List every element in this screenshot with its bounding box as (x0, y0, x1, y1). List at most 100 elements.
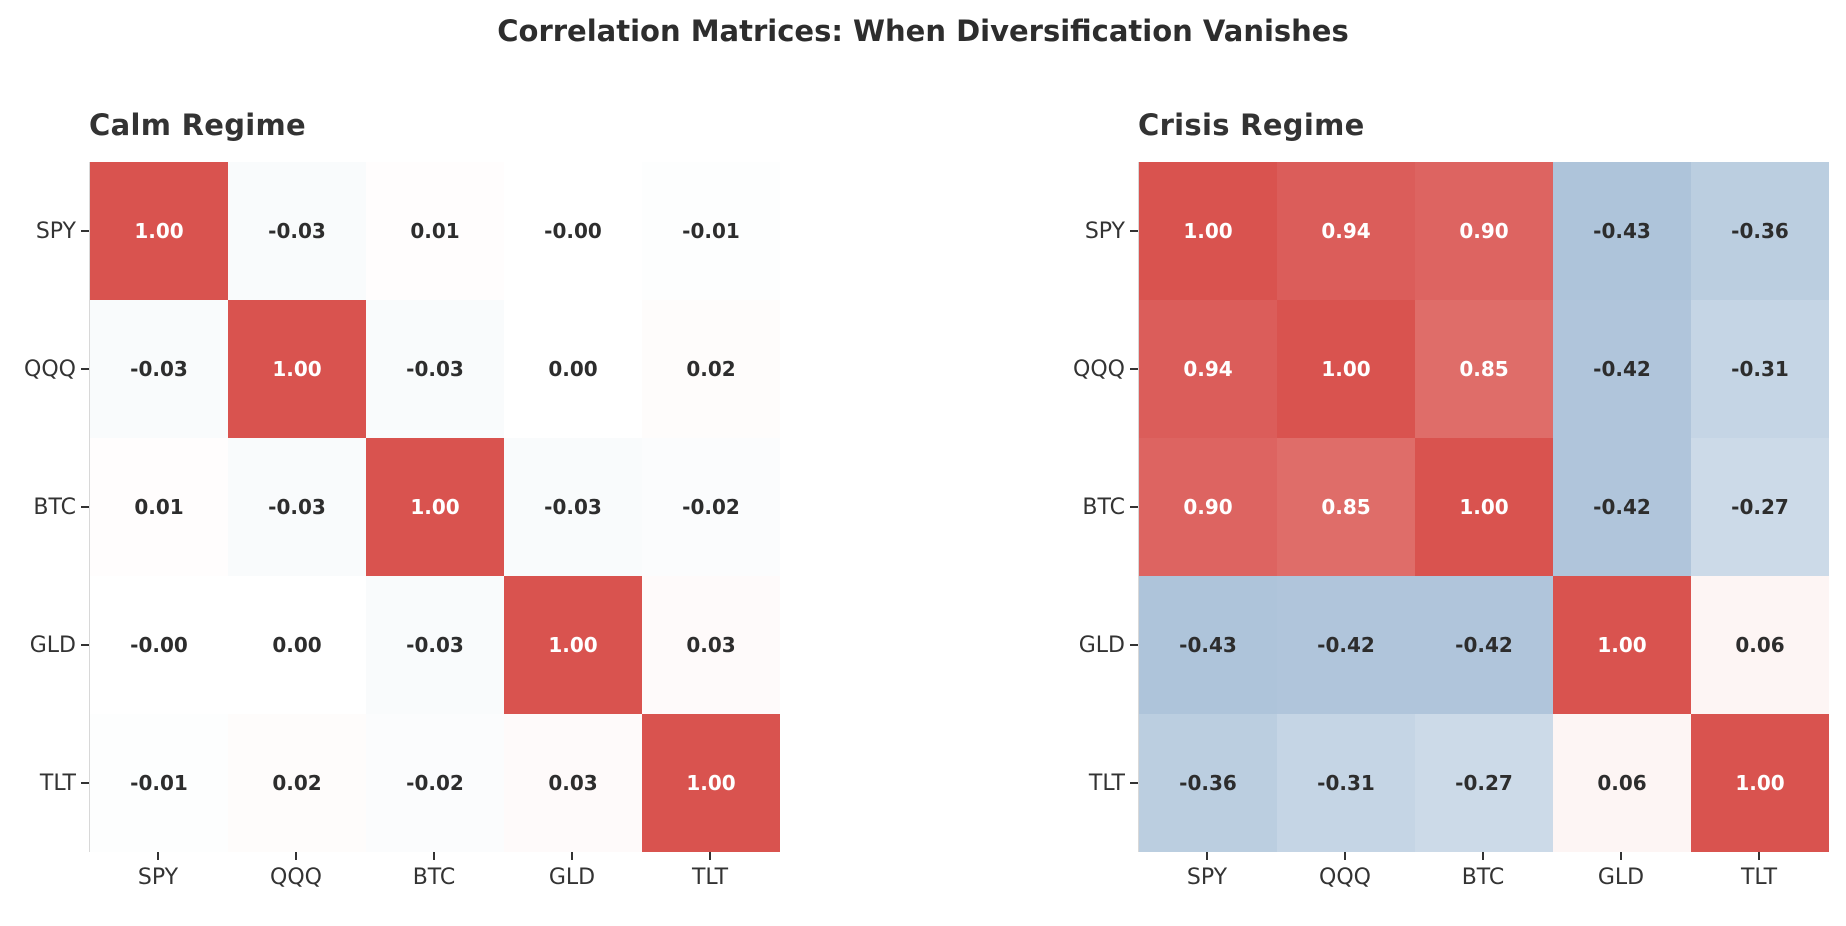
x-axis-tick (1758, 852, 1760, 860)
heatmap-cell: -0.42 (1553, 438, 1691, 576)
heatmap-cell: 0.00 (228, 576, 366, 714)
crisis-regime-panel: Crisis Regime SPY QQQ BTC GLD TLT 1.00 0.94 0.… (1058, 108, 1829, 890)
heatmap-cell: -0.03 (366, 576, 504, 714)
calm-x-axis: SPY QQQ BTC GLD TLT (89, 852, 780, 890)
x-axis-label: BTC (1414, 852, 1552, 890)
y-axis-label: GLD (1058, 576, 1138, 714)
y-axis-label-text: TLT (39, 770, 76, 796)
y-axis-tick (1130, 506, 1138, 508)
heatmap-cell: -0.03 (228, 162, 366, 300)
x-axis-tick (1344, 852, 1346, 860)
x-axis-label-text: QQQ (1319, 865, 1371, 890)
x-axis-label-text: SPY (1186, 865, 1228, 890)
x-axis-label: SPY (1138, 852, 1276, 890)
y-axis-tick (1130, 368, 1138, 370)
heatmap-cell: 0.94 (1277, 162, 1415, 300)
y-axis-label: QQQ (9, 300, 89, 438)
heatmap-cell: 0.03 (642, 576, 780, 714)
y-axis-label: GLD (9, 576, 89, 714)
heatmap-cell: -0.00 (90, 576, 228, 714)
calm-y-axis: SPY QQQ BTC GLD TLT (9, 162, 89, 852)
x-axis-label: BTC (365, 852, 503, 890)
heatmap-cell: 1.00 (90, 162, 228, 300)
heatmap-cell: -0.43 (1553, 162, 1691, 300)
heatmap-cell: 0.02 (642, 300, 780, 438)
heatmap-cell: -0.27 (1415, 714, 1553, 852)
x-axis-label: QQQ (227, 852, 365, 890)
heatmap-cell: 0.01 (366, 162, 504, 300)
heatmap-cell: 0.06 (1553, 714, 1691, 852)
heatmap-cell: -0.03 (90, 300, 228, 438)
x-axis-label-text: TLT (691, 865, 729, 890)
heatmap-cell: 1.00 (1691, 714, 1829, 852)
heatmap-panels: Calm Regime SPY QQQ BTC GLD TLT 1.00 -0.03 0.0… (0, 108, 1846, 890)
x-axis-tick (571, 852, 573, 860)
x-axis-label-text: QQQ (270, 865, 322, 890)
heatmap-cell: 0.00 (504, 300, 642, 438)
y-axis-label-text: QQQ (1073, 356, 1125, 382)
heatmap-cell: -0.36 (1691, 162, 1829, 300)
x-axis-tick (1206, 852, 1208, 860)
heatmap-cell: -0.42 (1277, 576, 1415, 714)
heatmap-cell: 1.00 (228, 300, 366, 438)
y-axis-label-text: TLT (1088, 770, 1125, 796)
y-axis-label-text: SPY (1084, 218, 1125, 244)
x-axis-label-text: GLD (1597, 865, 1645, 890)
y-axis-label-text: GLD (29, 632, 76, 658)
calm-heatmap-grid: 1.00 -0.03 0.01 -0.00 -0.01 -0.03 1.00 -0.03 0.0… (89, 162, 780, 852)
heatmap-cell: -0.02 (642, 438, 780, 576)
heatmap-cell: -0.36 (1139, 714, 1277, 852)
y-axis-tick (81, 230, 89, 232)
x-axis-tick (1482, 852, 1484, 860)
y-axis-tick (81, 368, 89, 370)
heatmap-cell: 1.00 (504, 576, 642, 714)
crisis-y-axis: SPY QQQ BTC GLD TLT (1058, 162, 1138, 852)
heatmap-cell: 1.00 (366, 438, 504, 576)
heatmap-cell: -0.00 (504, 162, 642, 300)
crisis-regime-title: Crisis Regime (1138, 108, 1365, 142)
calm-regime-title: Calm Regime (89, 108, 306, 142)
heatmap-cell: -0.31 (1691, 300, 1829, 438)
y-axis-tick (1130, 644, 1138, 646)
y-axis-tick (1130, 230, 1138, 232)
heatmap-cell: 1.00 (1553, 576, 1691, 714)
y-axis-label-text: QQQ (24, 356, 76, 382)
heatmap-cell: -0.03 (366, 300, 504, 438)
heatmap-cell: 0.90 (1415, 162, 1553, 300)
page-title: Correlation Matrices: When Diversificati… (497, 14, 1349, 48)
heatmap-cell: -0.43 (1139, 576, 1277, 714)
heatmap-cell: -0.01 (642, 162, 780, 300)
x-axis-label-text: BTC (412, 865, 456, 890)
x-axis-label: TLT (641, 852, 779, 890)
heatmap-cell: 1.00 (1277, 300, 1415, 438)
y-axis-label-text: BTC (33, 494, 76, 520)
heatmap-cell: 0.90 (1139, 438, 1277, 576)
x-axis-tick (709, 852, 711, 860)
heatmap-cell: -0.03 (504, 438, 642, 576)
crisis-x-axis: SPY QQQ BTC GLD TLT (1138, 852, 1829, 890)
y-axis-label: BTC (1058, 438, 1138, 576)
y-axis-label-text: GLD (1078, 632, 1125, 658)
heatmap-cell: -0.42 (1553, 300, 1691, 438)
x-axis-label: TLT (1690, 852, 1828, 890)
x-axis-label: SPY (89, 852, 227, 890)
x-axis-label-text: TLT (1740, 865, 1778, 890)
heatmap-cell: -0.27 (1691, 438, 1829, 576)
heatmap-cell: 0.85 (1415, 300, 1553, 438)
y-axis-label: SPY (9, 162, 89, 300)
y-axis-tick (81, 506, 89, 508)
heatmap-cell: 0.06 (1691, 576, 1829, 714)
heatmap-cell: -0.03 (228, 438, 366, 576)
x-axis-tick (433, 852, 435, 860)
heatmap-cell: 1.00 (1415, 438, 1553, 576)
heatmap-cell: 0.02 (228, 714, 366, 852)
y-axis-label: TLT (1058, 714, 1138, 852)
x-axis-tick (1620, 852, 1622, 860)
y-axis-label: BTC (9, 438, 89, 576)
calm-regime-panel: Calm Regime SPY QQQ BTC GLD TLT 1.00 -0.03 0.0… (9, 108, 780, 890)
heatmap-cell: 0.85 (1277, 438, 1415, 576)
heatmap-cell: 0.03 (504, 714, 642, 852)
heatmap-cell: -0.31 (1277, 714, 1415, 852)
heatmap-cell: 1.00 (1139, 162, 1277, 300)
heatmap-cell: 1.00 (642, 714, 780, 852)
